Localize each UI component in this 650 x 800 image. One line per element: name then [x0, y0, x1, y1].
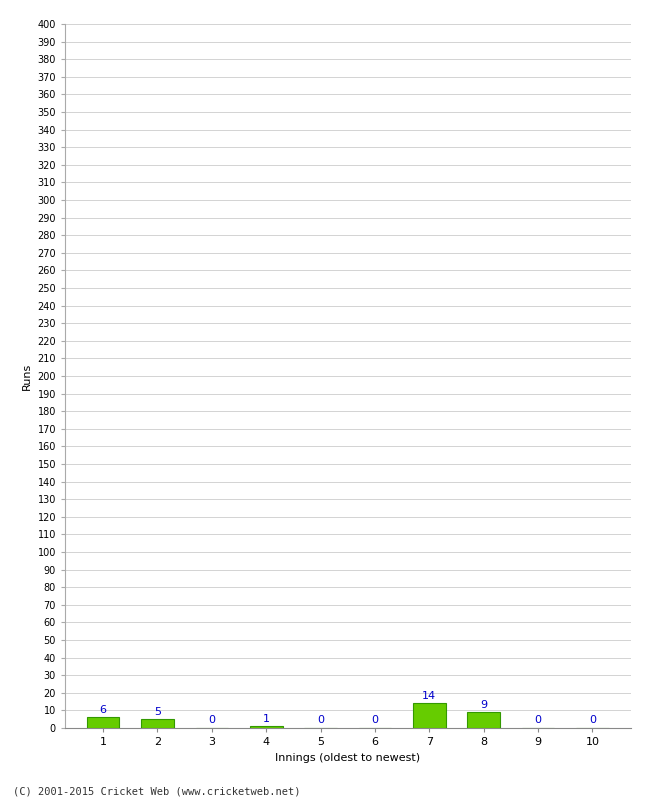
- X-axis label: Innings (oldest to newest): Innings (oldest to newest): [275, 753, 421, 762]
- Bar: [467, 712, 500, 728]
- Text: 1: 1: [263, 714, 270, 724]
- Bar: [413, 703, 446, 728]
- Bar: [86, 718, 120, 728]
- Y-axis label: Runs: Runs: [22, 362, 32, 390]
- Text: 0: 0: [371, 715, 378, 726]
- Text: 0: 0: [534, 715, 541, 726]
- Bar: [141, 719, 174, 728]
- Text: 14: 14: [422, 690, 436, 701]
- Text: 0: 0: [589, 715, 596, 726]
- Text: 6: 6: [99, 705, 107, 715]
- Text: 0: 0: [208, 715, 215, 726]
- Bar: [250, 726, 283, 728]
- Text: 9: 9: [480, 699, 488, 710]
- Text: 0: 0: [317, 715, 324, 726]
- Text: 5: 5: [154, 706, 161, 717]
- Text: (C) 2001-2015 Cricket Web (www.cricketweb.net): (C) 2001-2015 Cricket Web (www.cricketwe…: [13, 786, 300, 796]
